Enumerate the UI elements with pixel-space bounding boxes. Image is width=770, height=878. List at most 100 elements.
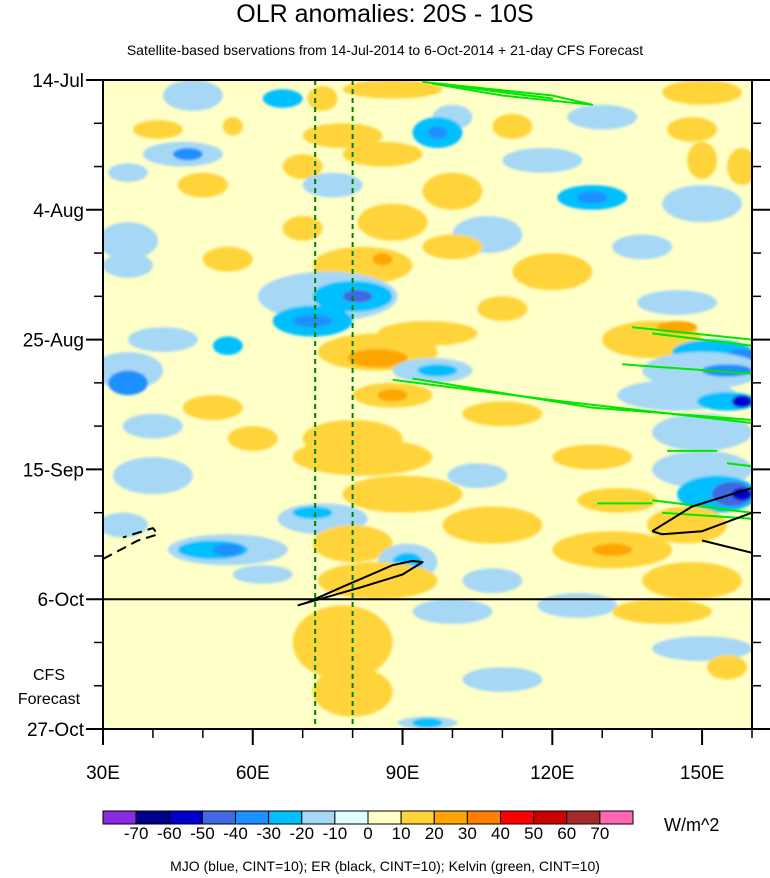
anomaly-cell xyxy=(357,203,428,241)
colorbar-swatch xyxy=(268,810,303,825)
anomaly-cell xyxy=(732,395,752,408)
colorbar-swatch xyxy=(466,810,501,825)
anomaly-cell xyxy=(642,562,743,600)
anomaly-cell xyxy=(492,113,533,139)
anomaly-cell xyxy=(107,370,148,396)
y-tick-label: 27-Oct xyxy=(27,720,85,741)
anomaly-cell xyxy=(577,487,658,513)
anomaly-cell xyxy=(212,336,243,356)
reference-lines xyxy=(103,80,770,729)
anomaly-cell xyxy=(302,123,383,148)
anomaly-cell xyxy=(282,215,323,241)
colorbar-swatch xyxy=(599,810,634,825)
x-tick-label: 120E xyxy=(530,763,574,784)
colorbar: -70 -60 -50 -40 -30 -20 -10 0 10 20 30 40 50 60 70 xyxy=(102,810,634,843)
anomaly-cell xyxy=(132,120,183,139)
anomaly-cell xyxy=(107,163,148,182)
colorbar-swatch xyxy=(201,810,236,825)
anomaly-cell xyxy=(462,667,543,692)
colorbar-label: 50 xyxy=(524,824,543,843)
colorbar-label: -40 xyxy=(223,824,248,843)
colorbar-units: W/m^2 xyxy=(664,815,720,835)
anomaly-cell xyxy=(422,234,483,260)
chart-subtitle: Satellite-based bservations from 14-Jul-… xyxy=(126,42,644,58)
anomaly-cell xyxy=(477,296,528,322)
kelvin-contour xyxy=(622,363,752,375)
kelvin-contour xyxy=(652,332,752,347)
colorbar-swatch xyxy=(566,810,601,825)
anomaly-cell xyxy=(662,80,743,105)
anomaly-cell xyxy=(292,506,333,519)
anomaly-cell xyxy=(612,234,673,260)
anomaly-cell xyxy=(127,327,198,352)
anomaly-cell xyxy=(103,222,158,260)
anomaly-cell xyxy=(552,444,633,470)
colorbar-label: 20 xyxy=(425,824,444,843)
anomaly-cell xyxy=(647,506,728,544)
kelvin-contour xyxy=(437,82,554,100)
colorbar-swatch xyxy=(500,810,535,825)
anomaly-cell xyxy=(227,426,278,451)
anomaly-cell xyxy=(342,475,463,513)
anomaly-cell xyxy=(122,413,183,439)
colorbar-label: -20 xyxy=(289,824,314,843)
y-tick-label: 25-Aug xyxy=(23,331,84,352)
colorbar-swatch xyxy=(334,810,369,825)
anomaly-cell xyxy=(292,314,333,328)
colorbar-swatch xyxy=(400,810,435,825)
anomaly-cell xyxy=(103,253,153,278)
x-tick-label: 60E xyxy=(236,763,270,784)
colorbar-swatch xyxy=(102,810,137,825)
colorbar-swatch xyxy=(367,810,402,825)
anomaly-cell xyxy=(612,599,713,624)
anomaly-cell xyxy=(732,487,752,501)
anomaly-cell xyxy=(182,395,243,420)
anomaly-cell xyxy=(662,185,743,223)
anomaly-cell xyxy=(222,117,243,136)
anomaly-cell xyxy=(342,141,423,167)
kelvin-contour xyxy=(412,377,752,421)
y-tick-label: 6-Oct xyxy=(38,590,85,611)
er-contour xyxy=(701,539,752,554)
anomaly-field xyxy=(103,80,752,729)
anomaly-cell xyxy=(512,253,593,291)
colorbar-label: 60 xyxy=(557,824,576,843)
anomaly-cell xyxy=(537,593,618,618)
anomaly-cell xyxy=(442,506,543,544)
plot-frame xyxy=(102,79,753,730)
y-tick-label: 4-Aug xyxy=(33,201,84,222)
chart-title: OLR anomalies: 20S - 10S xyxy=(236,0,534,28)
anomaly-cell xyxy=(412,717,443,728)
anomaly-cell xyxy=(177,172,228,198)
anomaly-cell xyxy=(202,246,253,272)
anomaly-cell xyxy=(687,141,718,179)
x-tick-label: 150E xyxy=(680,763,724,784)
anomaly-cell xyxy=(172,147,203,161)
colorbar-swatch xyxy=(135,810,170,825)
y-tick-label: 15-Sep xyxy=(23,460,84,481)
kelvin-contour xyxy=(652,499,752,514)
er-contour xyxy=(297,559,424,607)
x-tick-label: 30E xyxy=(86,763,120,784)
anomaly-cell xyxy=(652,413,752,451)
anomaly-cell xyxy=(377,389,408,402)
anomaly-cell xyxy=(212,543,243,556)
colorbar-label: 30 xyxy=(458,824,477,843)
anomaly-cell xyxy=(103,512,148,538)
anomaly-cell xyxy=(112,457,193,495)
anomaly-cell xyxy=(282,154,323,179)
anomaly-cell xyxy=(292,605,393,680)
anomaly-cell xyxy=(667,117,718,142)
anomaly-cell xyxy=(342,290,373,303)
anomaly-cell xyxy=(262,89,303,108)
anomaly-cell xyxy=(307,86,338,111)
anomaly-cell xyxy=(652,636,752,662)
anomaly-cell xyxy=(577,191,608,204)
anomaly-cell xyxy=(707,654,748,680)
anomaly-cell xyxy=(162,80,223,111)
colorbar-swatch xyxy=(168,810,203,825)
colorbar-swatch xyxy=(301,810,336,825)
anomaly-cell xyxy=(342,80,443,99)
er-contour xyxy=(651,486,752,536)
